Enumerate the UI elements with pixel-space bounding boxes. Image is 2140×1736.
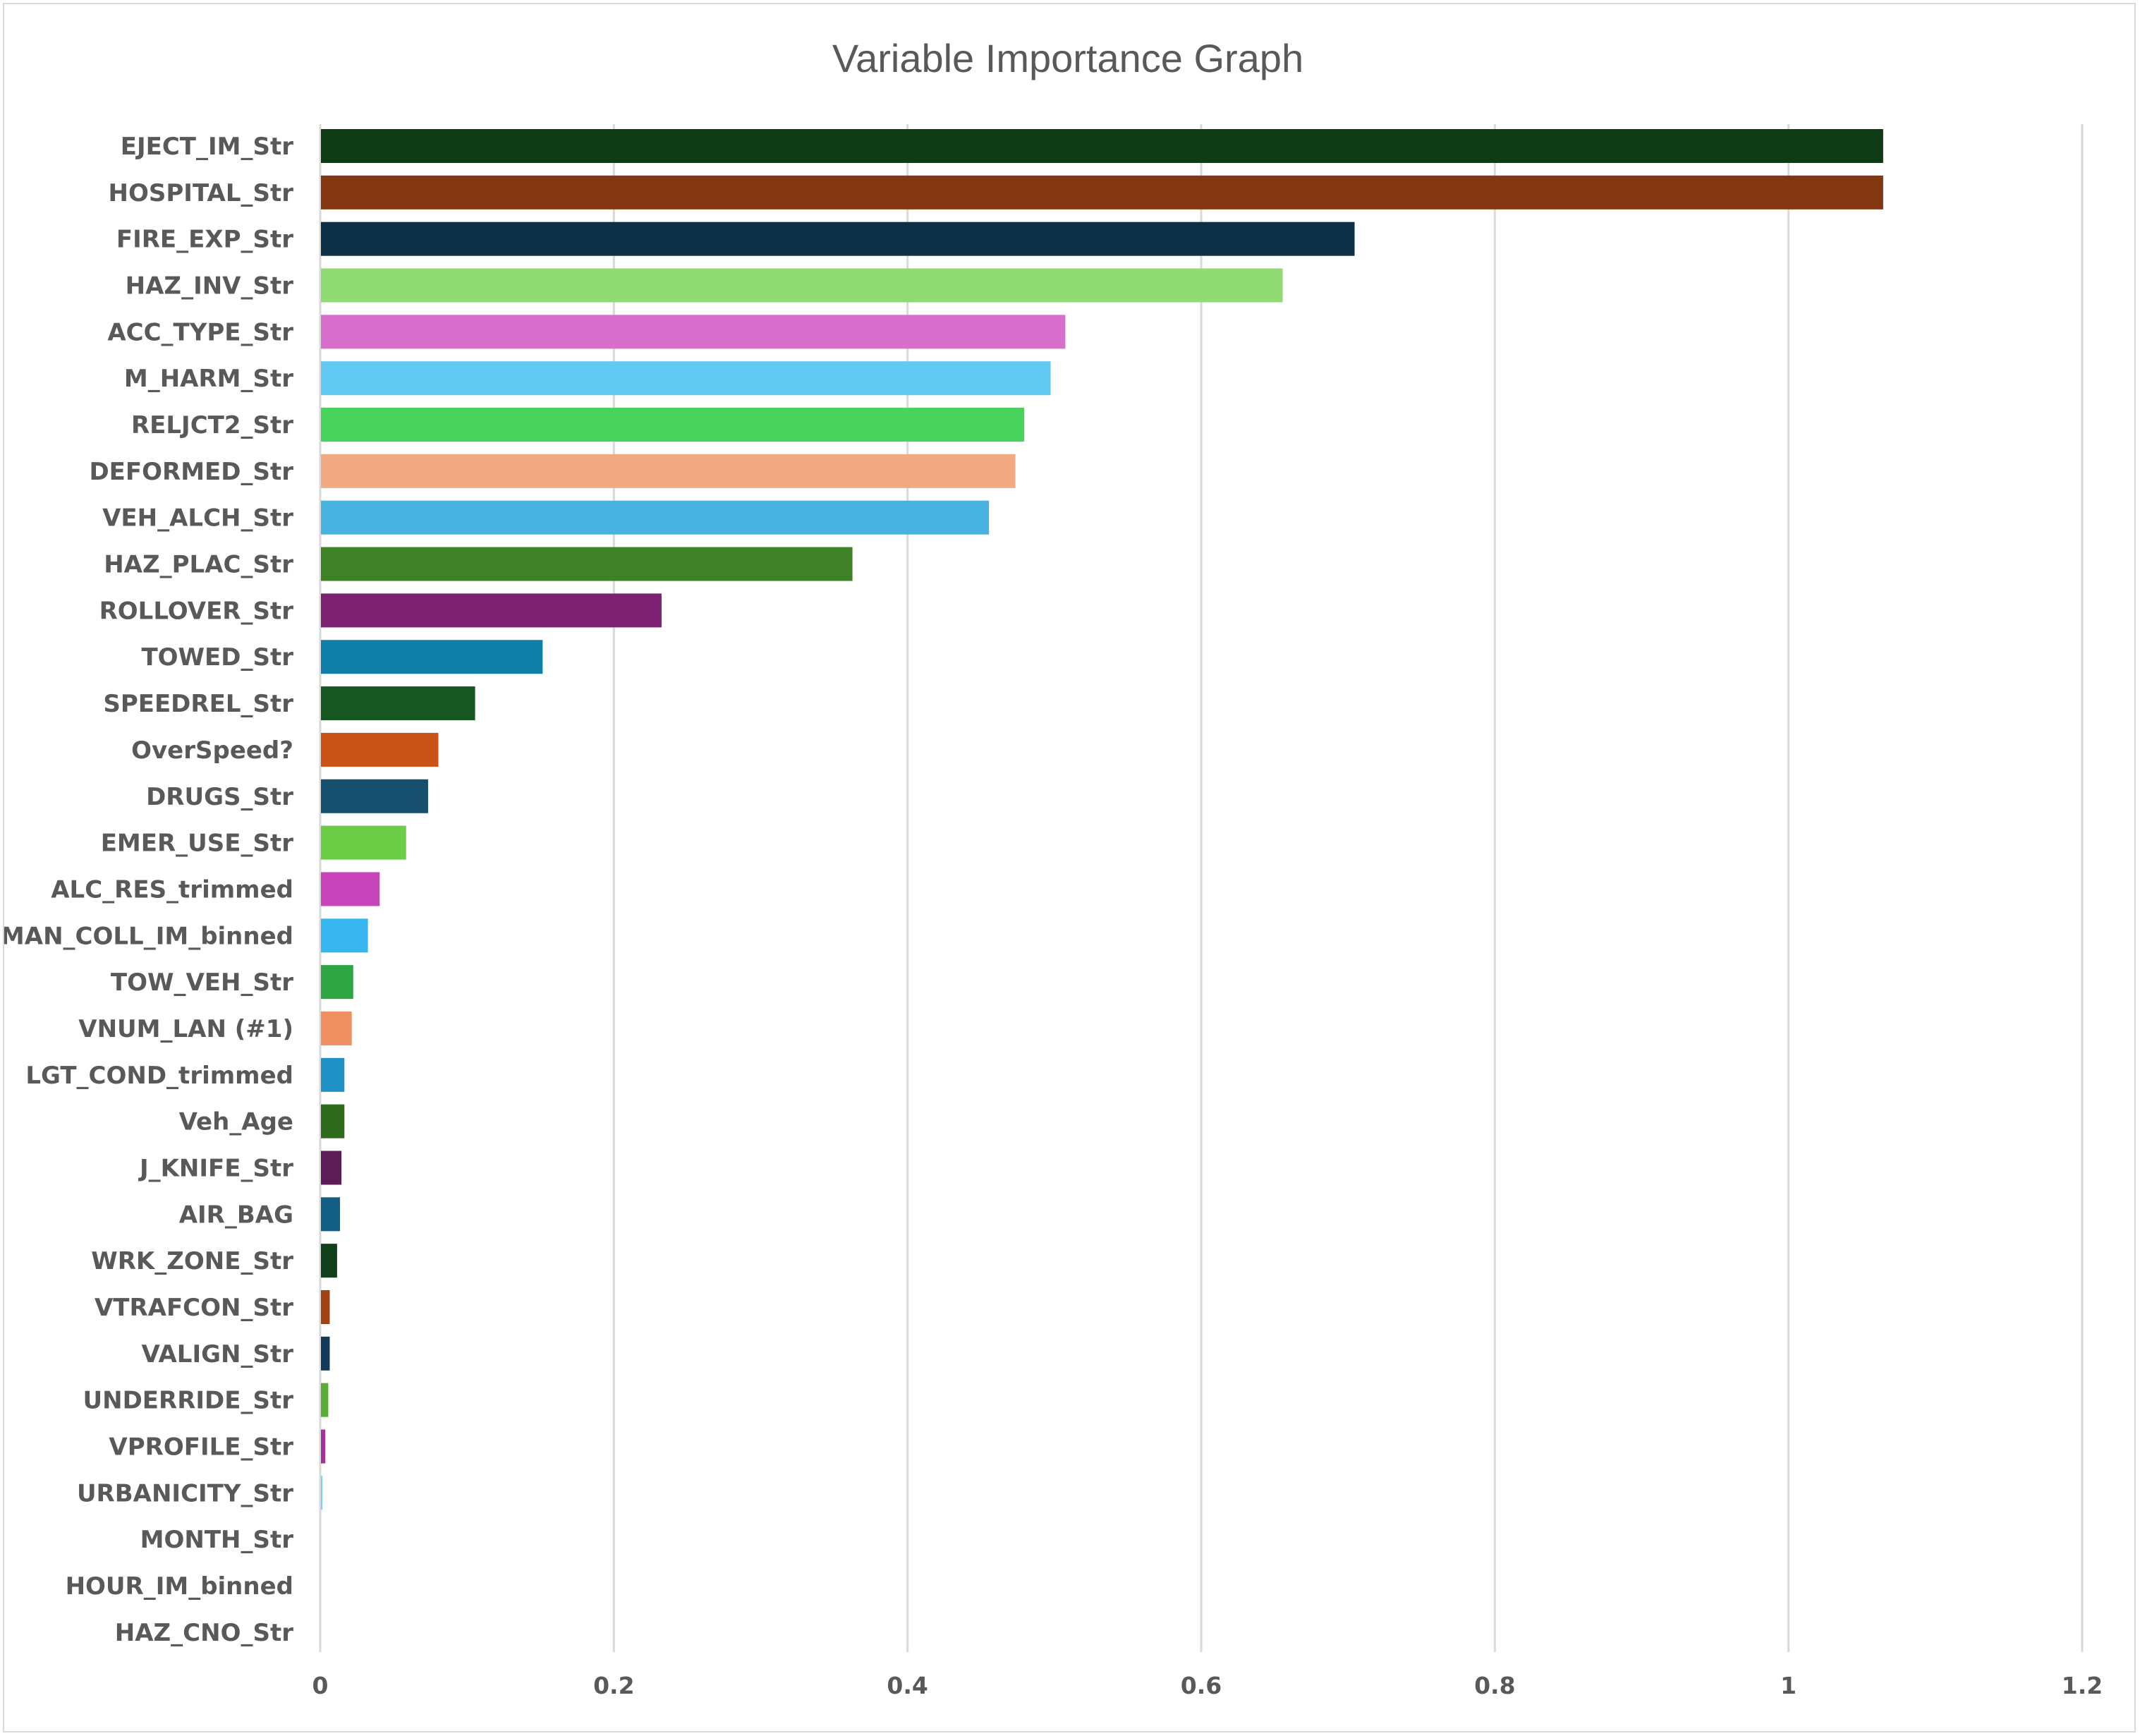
category-label: ROLLOVER_Str [99,597,294,625]
category-label: WRK_ZONE_Str [91,1247,293,1275]
bar [321,779,428,813]
category-label: VEH_ALCH_Str [102,504,293,533]
category-label: HAZ_CNO_Str [115,1619,293,1647]
bar [321,918,368,953]
category-label: MONTH_Str [140,1526,294,1554]
category-label: OverSpeed? [131,736,293,765]
bar [321,1244,337,1278]
bar [321,825,406,860]
category-label: URBANICITY_Str [77,1479,293,1507]
bar [321,1383,329,1417]
category-label: RELJCT2_Str [131,411,293,439]
category-label: TOWED_Str [141,643,293,672]
category-label: EJECT_IM_Str [121,133,293,161]
bar [321,500,990,535]
bar [321,1336,330,1371]
bar [321,1429,326,1464]
bar [321,221,1355,256]
bar [321,547,853,581]
category-label: VPROFILE_Str [109,1433,293,1462]
category-label: FIRE_EXP_Str [116,226,293,254]
category-label: ACC_TYPE_Str [107,318,293,346]
category-labels: EJECT_IM_Str HOSPITAL_Str FIRE_EXP_Str HAZ_… [4,133,293,1647]
bar [321,640,543,674]
category-label: DEFORMED_Str [89,458,293,486]
x-tick-label: 0.2 [593,1672,634,1699]
bar [321,965,353,1000]
bar [321,408,1025,442]
x-tick-label: 0.6 [1181,1672,1222,1699]
bar [321,1290,330,1324]
category-label: HOSPITAL_Str [109,179,294,207]
chart-title: Variable Importance Graph [832,36,1303,80]
x-tick-label: 0.4 [887,1672,928,1699]
bar [321,315,1066,349]
bar [321,1476,323,1510]
category-label: LGT_COND_trimmed [25,1062,293,1090]
category-label: J_KNIFE_Str [138,1154,293,1182]
x-tick-label: 0 [312,1672,329,1699]
category-label: EMER_USE_Str [101,830,294,858]
bar [321,1151,342,1185]
bar [321,1057,345,1092]
x-tick-label: 1.2 [2062,1672,2103,1699]
category-label: VNUM_LAN (#1) [78,1015,293,1043]
bar [321,129,1883,163]
category-label: M_HARM_Str [124,365,293,393]
bar-chart: Variable Importance Graph EJECT_IM_Str HO… [4,36,2103,1699]
category-label: UNDERRIDE_Str [83,1387,294,1415]
bar [321,1197,341,1232]
x-tick-label: 0.8 [1474,1672,1515,1699]
bar [321,1104,345,1139]
x-axis-tick-labels: 0 0.2 0.4 0.6 0.8 1 1.2 [312,1672,2103,1699]
category-label: HAZ_PLAC_Str [104,551,293,579]
bar [321,1011,352,1045]
chart-area: Variable Importance Graph EJECT_IM_Str HO… [3,3,2136,1732]
bar [321,454,1016,488]
bars [321,129,1883,1510]
category-label: AIR_BAG [179,1201,293,1229]
bar [321,732,439,767]
gridlines [319,124,2084,1652]
bar [321,686,475,721]
bar [321,175,1883,210]
category-label: HOUR_IM_binned [66,1572,293,1601]
category-label: ALC_RES_trimmed [51,875,293,904]
category-label: VALIGN_Str [141,1340,293,1368]
category-label: Veh_Age [179,1108,293,1136]
category-label: MAN_COLL_IM_binned [4,922,293,950]
category-label: SPEEDREL_Str [103,690,293,718]
category-label: HAZ_INV_Str [126,272,294,301]
category-label: DRUGS_Str [146,783,293,811]
category-label: VTRAFCON_Str [95,1294,293,1322]
bar [321,872,380,906]
category-label: TOW_VEH_Str [111,969,293,997]
bar [321,268,1283,303]
x-tick-label: 1 [1780,1672,1796,1699]
bar [321,593,662,628]
bar [321,361,1051,396]
